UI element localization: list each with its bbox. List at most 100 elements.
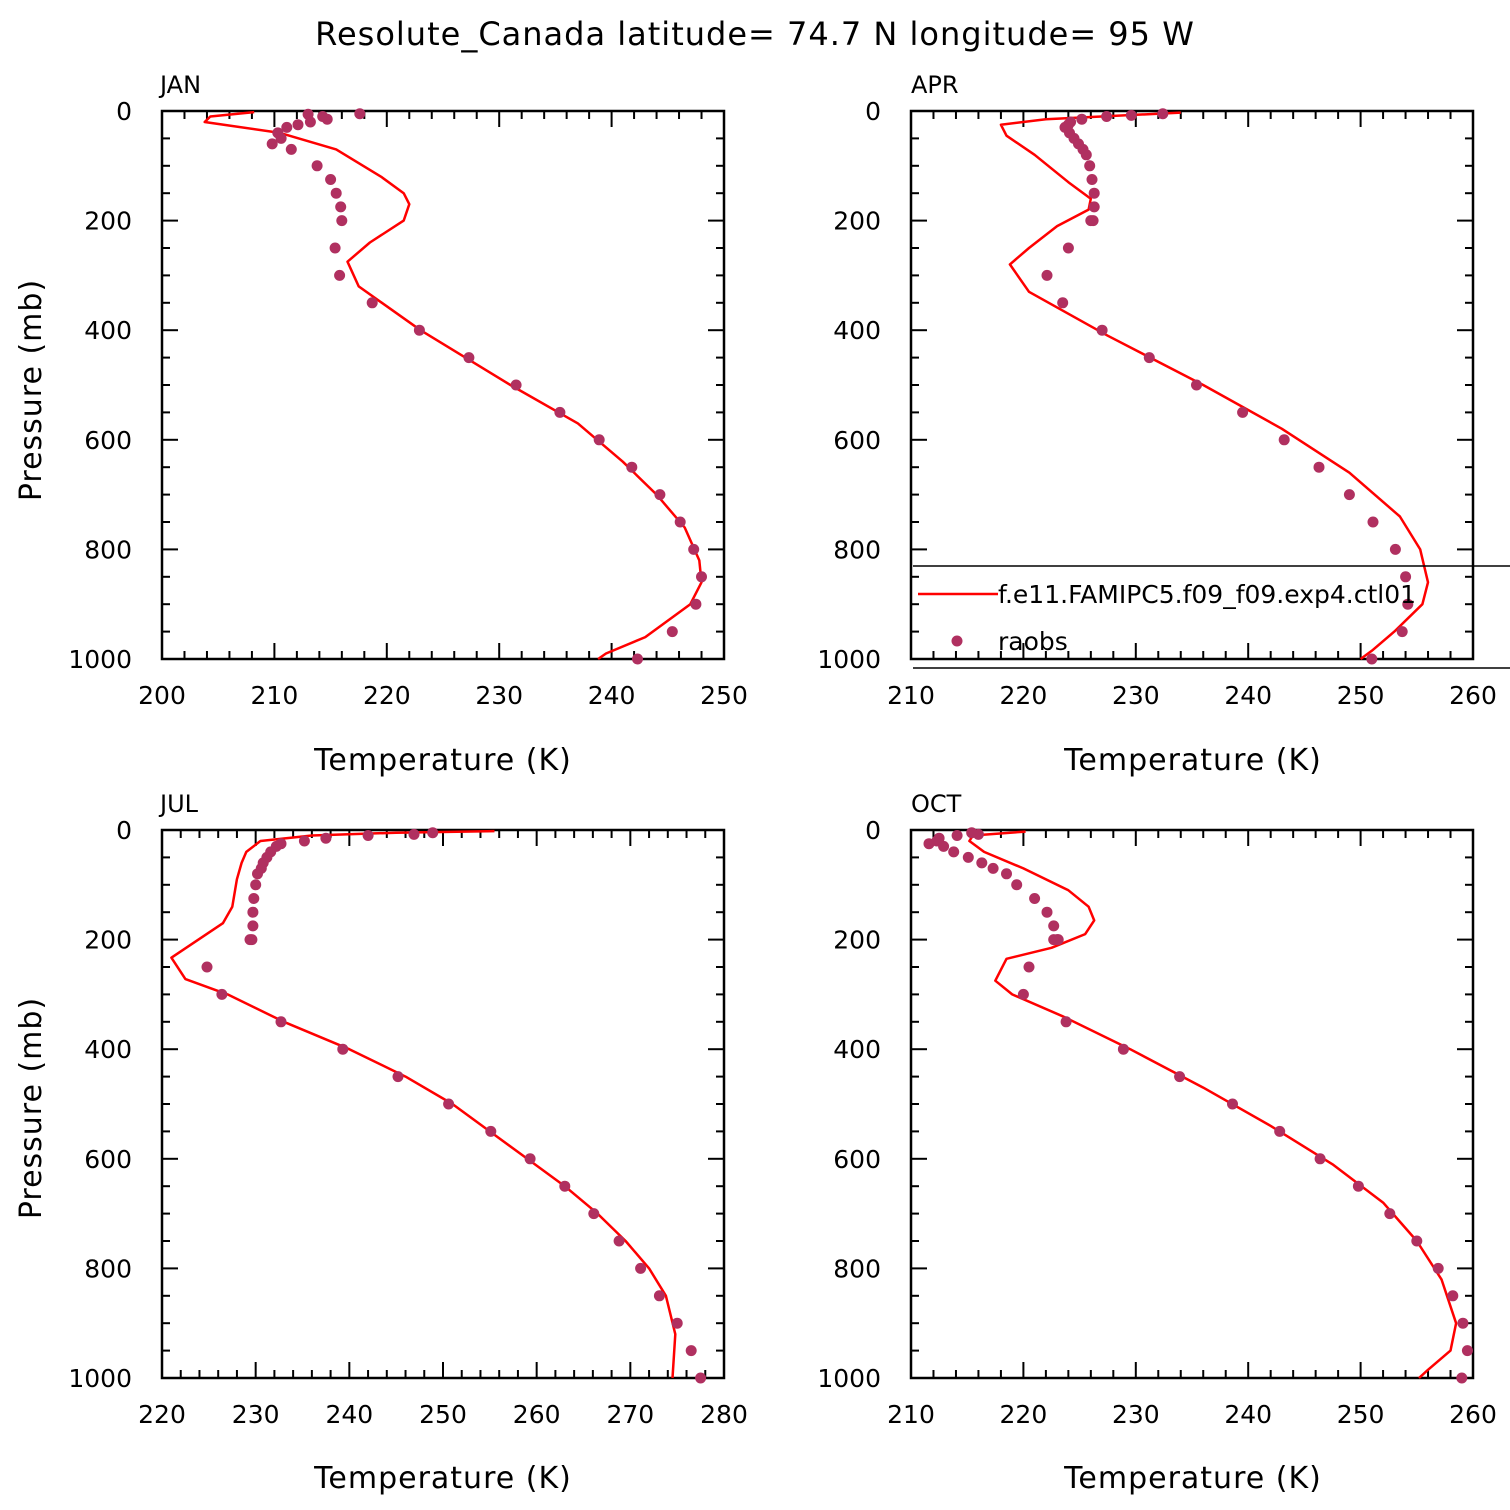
raobs-point: [1143, 352, 1155, 364]
y-tick-label: 1000: [68, 645, 132, 674]
raobs-point: [311, 160, 323, 172]
x-tick-label: 250: [1337, 681, 1385, 710]
y-tick-label: 1000: [817, 645, 881, 674]
raobs-point: [250, 879, 262, 891]
raobs-point: [524, 1153, 536, 1165]
x-tick-label: 220: [363, 681, 411, 710]
raobs-point: [1017, 988, 1029, 1000]
raobs-point: [1096, 324, 1108, 336]
y-tick-label: 0: [865, 816, 881, 845]
raobs-point: [1274, 1125, 1286, 1137]
raobs-point: [1396, 626, 1408, 638]
panel-label: JUL: [158, 790, 199, 818]
raobs-point: [632, 653, 643, 665]
raobs-point: [688, 543, 700, 555]
raobs-point: [266, 138, 278, 150]
raobs-point: [1062, 242, 1074, 254]
raobs-point: [1402, 598, 1414, 610]
x-tick-label: 260: [1449, 681, 1497, 710]
raobs-point: [1191, 379, 1202, 391]
raobs-point: [923, 838, 935, 850]
x-tick-label: 230: [1112, 681, 1160, 710]
legend-obs-label: raobs: [998, 627, 1068, 656]
raobs-point: [1278, 434, 1290, 446]
panel-label: APR: [911, 71, 959, 99]
raobs-point: [1157, 108, 1169, 120]
raobs-point: [559, 1180, 571, 1192]
raobs-point: [593, 434, 605, 446]
raobs-point: [1057, 297, 1069, 309]
raobs-point: [1011, 879, 1023, 891]
raobs-point: [1400, 571, 1412, 583]
raobs-point: [1367, 516, 1379, 528]
raobs-point: [392, 1071, 404, 1083]
legend-obs-marker: [951, 635, 963, 647]
x-axis-title-apr: Temperature (K): [1063, 743, 1322, 778]
raobs-point: [1048, 934, 1060, 946]
raobs-point: [1029, 893, 1041, 904]
raobs-point: [690, 598, 702, 610]
raobs-point: [325, 174, 337, 185]
raobs-point: [1432, 1262, 1444, 1274]
raobs-point: [1227, 1098, 1238, 1110]
x-tick-label: 220: [1000, 1400, 1048, 1429]
raobs-point: [626, 461, 638, 473]
raobs-point: [1048, 920, 1060, 932]
raobs-point: [320, 832, 332, 844]
legend: f.e11.FAMIPC5.f09_f09.exp4.ctl01 raobs: [913, 565, 1510, 669]
raobs-point: [554, 406, 566, 418]
panel-jan: JAN 200 210 220 230 240 250 0 200 400 600 800 1000: [68, 71, 747, 710]
y-tick-label: 600: [833, 1145, 881, 1174]
x-axis-title-oct: Temperature (K): [1063, 1461, 1322, 1496]
raobs-point: [275, 132, 287, 144]
raobs-point: [1080, 149, 1092, 161]
raobs-point: [304, 116, 316, 128]
raobs-point: [1456, 1372, 1468, 1384]
raobs-point: [408, 828, 420, 840]
y-tick-label: 800: [833, 535, 881, 564]
raobs-point: [244, 934, 256, 946]
y-tick-label: 0: [116, 97, 132, 126]
x-tick-label: 240: [588, 681, 636, 710]
y-tick-label: 800: [833, 1254, 881, 1283]
raobs-point: [635, 1262, 647, 1274]
raobs-point: [987, 862, 999, 874]
y-tick-label: 200: [84, 926, 132, 955]
raobs-point: [1001, 868, 1012, 880]
plot-frame: [160, 828, 726, 1380]
raobs-point: [336, 215, 348, 227]
y-tick-label: 400: [84, 316, 132, 345]
raobs-point: [1366, 653, 1378, 665]
raobs-point: [1088, 201, 1100, 213]
raobs-point: [298, 835, 310, 847]
panel-oct: OCT 210 220 230 240 250 260 0 200 400 600 800 1000: [817, 790, 1496, 1429]
y-tick-label: 600: [833, 426, 881, 455]
raobs-point: [247, 920, 259, 932]
y-tick-label: 1000: [817, 1364, 881, 1393]
x-tick-label: 200: [138, 681, 186, 710]
figure-title: Resolute_Canada latitude= 74.7 N longitu…: [315, 15, 1195, 53]
x-tick-label: 250: [419, 1400, 467, 1429]
y-tick-label: 0: [865, 97, 881, 126]
panel-label: OCT: [911, 790, 962, 818]
raobs-point: [972, 828, 984, 840]
x-tick-label: 220: [1000, 681, 1048, 710]
raobs-point: [1352, 1180, 1364, 1192]
y-tick-label: 800: [84, 1254, 132, 1283]
legend-model-label: f.e11.FAMIPC5.f09_f09.exp4.ctl01: [998, 580, 1416, 609]
raobs-point: [696, 571, 707, 583]
raobs-point: [275, 1016, 287, 1028]
raobs-point: [1101, 111, 1113, 122]
x-tick-label: 210: [887, 681, 935, 710]
raobs-point: [1125, 109, 1137, 121]
raobs-point: [321, 113, 333, 125]
raobs-point: [1085, 215, 1097, 227]
model-series-line: [968, 830, 1458, 1379]
raobs-point: [247, 906, 259, 918]
x-tick-label: 230: [1112, 1400, 1160, 1429]
raobs-point: [1023, 961, 1035, 973]
plot-frame: [909, 828, 1475, 1380]
x-tick-label: 270: [606, 1400, 654, 1429]
raobs-point: [948, 846, 960, 858]
